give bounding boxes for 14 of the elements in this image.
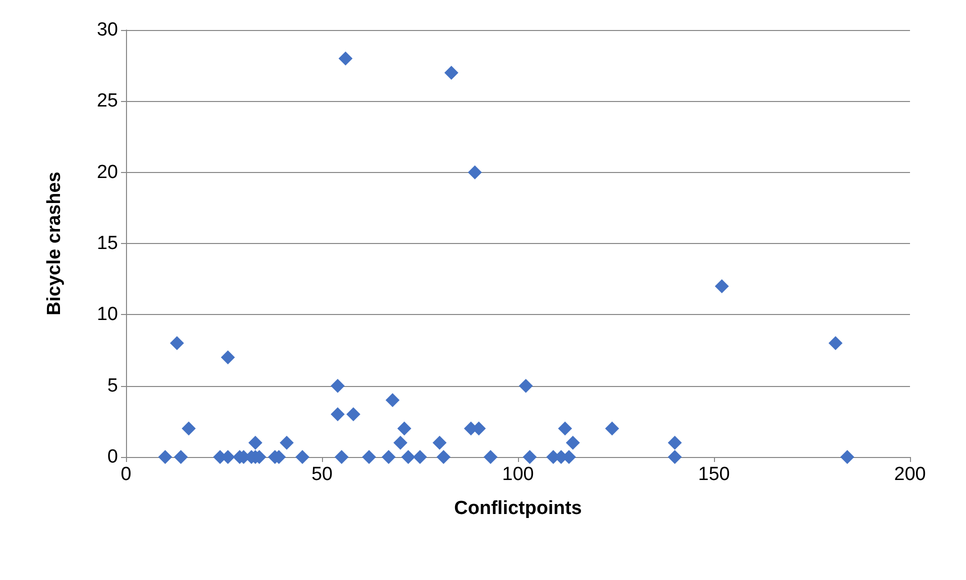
x-tick-label: 200 [894, 464, 926, 485]
x-axis-title: Conflictpoints [454, 498, 582, 519]
y-tick-label: 30 [96, 20, 118, 40]
y-tick-label: 5 [107, 375, 118, 396]
y-tick-label: 20 [96, 162, 118, 183]
x-tick-label: 150 [698, 464, 730, 485]
y-tick-label: 25 [96, 90, 118, 112]
x-tick-label: 50 [311, 464, 333, 485]
x-tick-label: 100 [502, 464, 534, 485]
y-tick-label: 0 [107, 446, 118, 468]
y-tick-label: 15 [96, 233, 118, 254]
y-axis-title: Bicycle crashes [44, 172, 65, 316]
y-tick-label: 10 [96, 304, 118, 326]
x-tick-label: 0 [120, 464, 132, 485]
